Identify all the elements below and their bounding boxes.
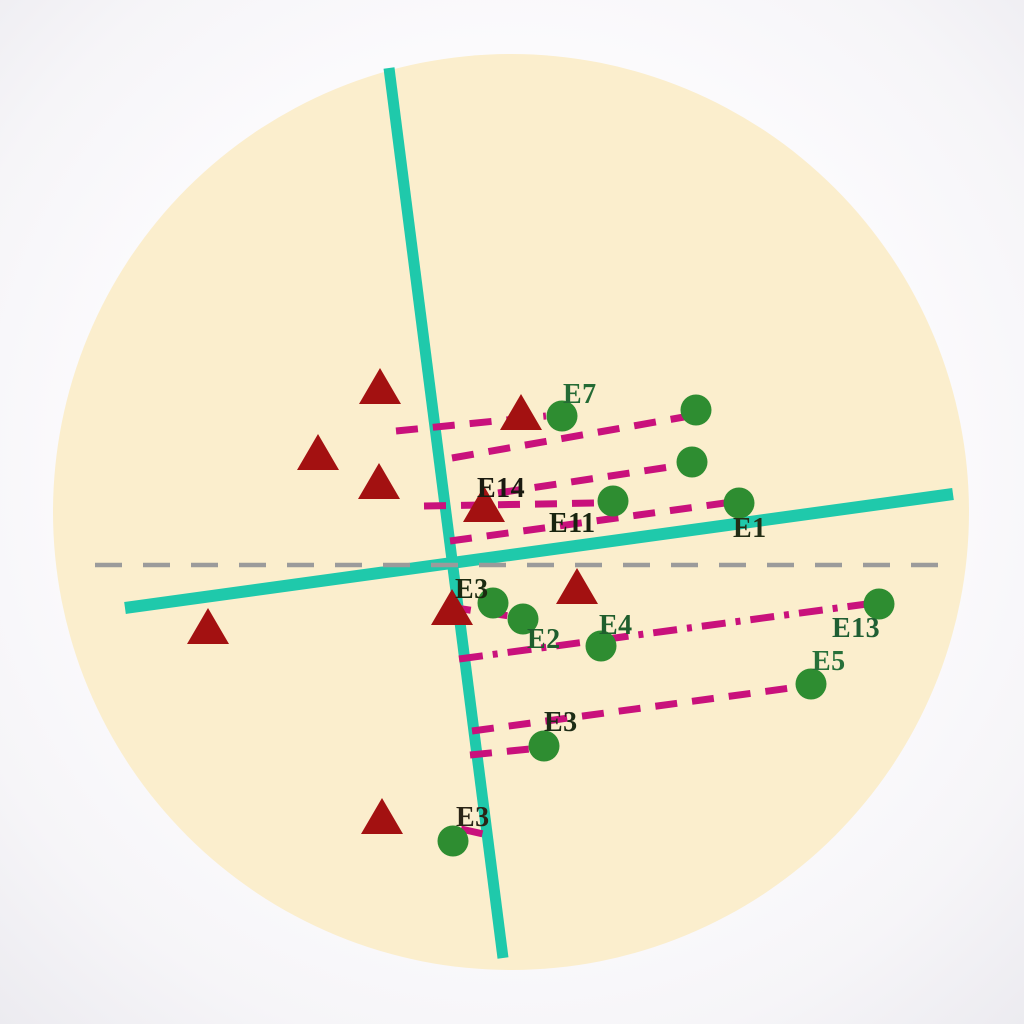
- point-label: E3: [544, 707, 578, 738]
- connector-line: [458, 600, 868, 663]
- connector-line: [469, 745, 531, 759]
- triangle-marker: [431, 589, 473, 625]
- circle-marker: [680, 394, 712, 426]
- triangle-marker: [463, 486, 505, 522]
- circle-marker: [477, 587, 509, 619]
- circle-marker: [546, 400, 578, 432]
- circle-marker: [528, 730, 560, 762]
- circle-marker: [795, 668, 827, 700]
- point-label: E2: [527, 624, 561, 655]
- circle-marker: [723, 487, 755, 519]
- annotation-label: E14: [477, 473, 525, 504]
- point-label: E5: [812, 646, 846, 677]
- plot-background-disk: [53, 54, 969, 970]
- point-label: E3: [456, 802, 490, 833]
- triangle-marker: [361, 798, 403, 834]
- circle-marker: [597, 485, 629, 517]
- connector-line: [423, 499, 598, 510]
- horizontal-axis-line: [124, 488, 954, 614]
- circle-marker: [863, 588, 895, 620]
- circle-marker: [585, 630, 617, 662]
- triangle-marker: [358, 463, 400, 499]
- circle-marker: [437, 825, 469, 857]
- point-label: E11: [549, 508, 596, 539]
- triangle-marker: [297, 434, 339, 470]
- connector-line: [471, 683, 799, 735]
- point-label: E1: [733, 513, 767, 544]
- connector-line: [449, 499, 726, 545]
- point-label: E7: [563, 379, 597, 410]
- point-label: E3: [455, 574, 489, 605]
- circle-marker: [676, 446, 708, 478]
- point-label: E4: [599, 610, 633, 641]
- point-label: E13: [832, 613, 880, 644]
- connector-line: [497, 462, 677, 497]
- triangle-marker: [556, 568, 598, 604]
- vertical-axis-line: [383, 67, 509, 959]
- triangle-marker: [500, 394, 542, 430]
- circle-marker: [507, 603, 539, 635]
- connector-line: [451, 413, 685, 462]
- triangle-marker: [187, 608, 229, 644]
- connector-line: [460, 825, 489, 839]
- triangle-marker: [359, 368, 401, 404]
